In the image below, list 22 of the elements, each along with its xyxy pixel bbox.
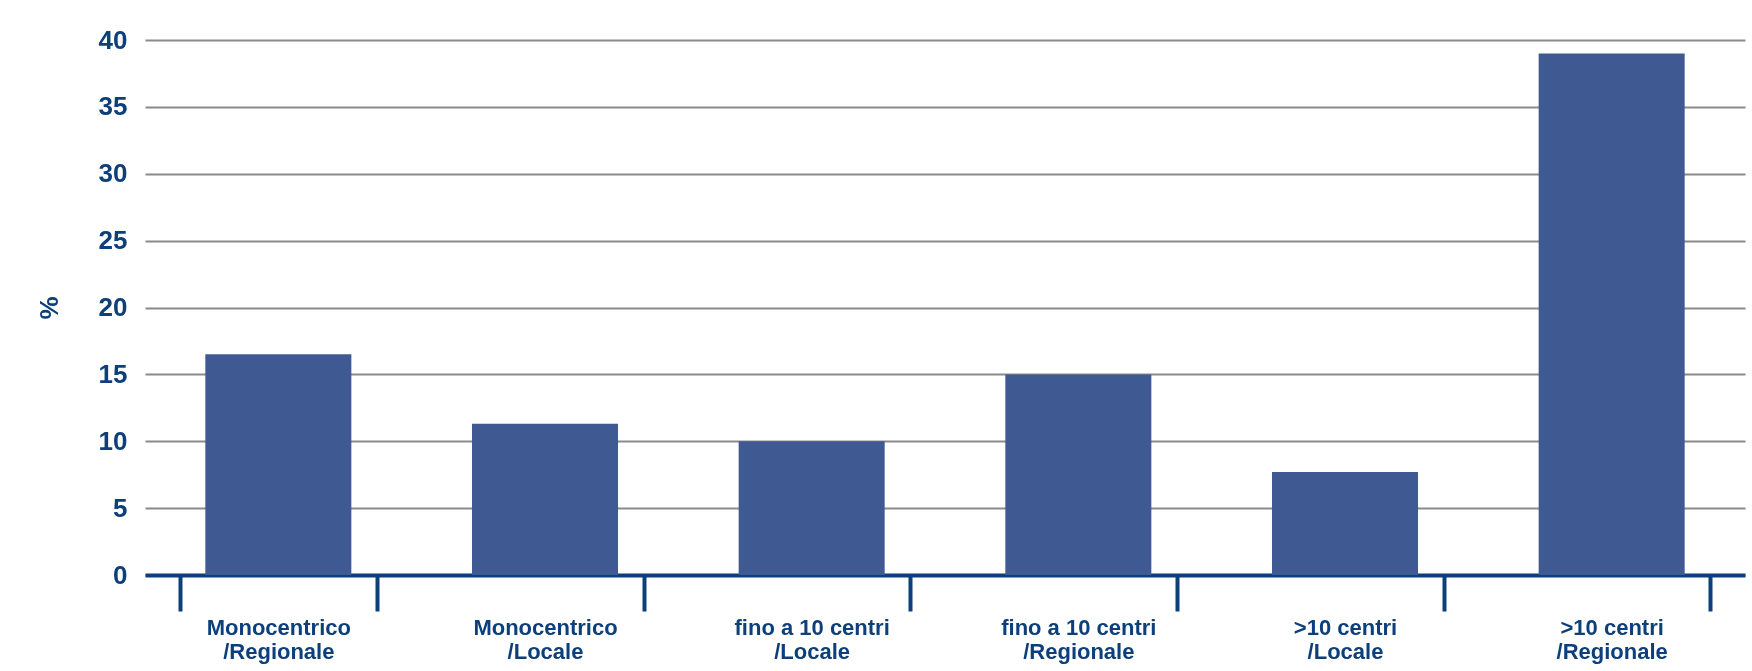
- y-tick-label: 0: [113, 559, 128, 590]
- y-tick-label: 30: [98, 158, 128, 189]
- y-tick-label: 5: [113, 492, 128, 523]
- x-tick-label: fino a 10 centri /Locale: [734, 614, 890, 664]
- bar: [738, 441, 885, 575]
- y-tick-label: 10: [98, 425, 128, 456]
- bar: [471, 423, 619, 575]
- y-tick-label: 35: [98, 91, 128, 122]
- bar: [1271, 472, 1419, 575]
- x-tick-label: >10 centri /Regionale: [1556, 614, 1668, 664]
- x-tick-label: fino a 10 centri /Regionale: [1001, 614, 1157, 664]
- y-tick-label: 40: [98, 24, 128, 55]
- y-axis-title: %: [33, 296, 64, 320]
- y-tick-label: 15: [98, 358, 128, 389]
- bar: [1538, 53, 1685, 575]
- x-tick-label: Monocentrico /Locale: [473, 614, 618, 664]
- bar: [1005, 374, 1152, 575]
- x-tick-label: >10 centri /Locale: [1293, 614, 1398, 664]
- y-tick-label: 25: [98, 225, 128, 256]
- y-tick-label: 20: [98, 292, 128, 322]
- x-tick-label: Monocentrico /Regionale: [206, 614, 351, 664]
- bar: [205, 354, 352, 575]
